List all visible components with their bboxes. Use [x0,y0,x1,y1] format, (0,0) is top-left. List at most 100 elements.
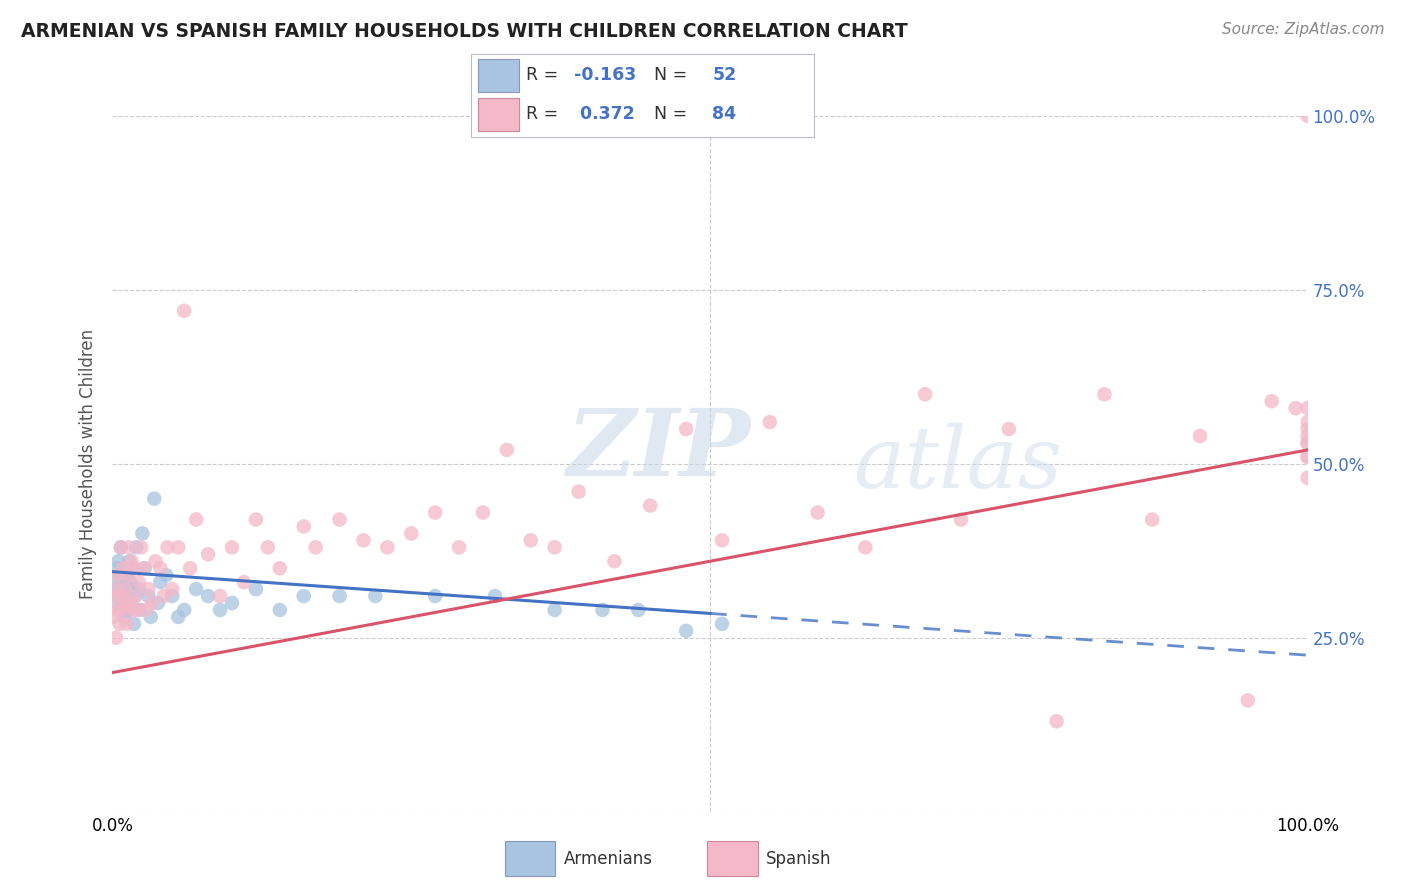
Point [131,526,153,541]
Point [125,603,148,617]
Point [186,582,208,596]
Point [145,554,167,568]
Point [114,596,135,610]
Point [125,541,148,555]
Point [149,575,172,590]
Point [105,596,128,610]
Point [197,589,219,603]
Point [328,512,352,526]
Point [129,603,152,617]
Point [1296,471,1319,485]
Point [425,589,447,603]
Point [304,541,326,555]
Point [1296,109,1319,123]
Point [221,596,243,610]
Point [105,603,128,617]
Point [134,561,156,575]
Point [1296,436,1319,450]
Point [114,610,135,624]
Point [153,589,176,603]
Point [257,541,280,555]
Point [114,582,136,596]
Text: N =: N = [654,105,692,123]
Point [1045,714,1069,729]
Point [138,589,160,603]
Point [118,541,141,555]
Point [245,512,267,526]
Point [1296,401,1319,416]
Point [711,616,734,631]
Point [1296,415,1319,429]
Point [124,589,146,603]
Text: 84: 84 [713,105,737,123]
Text: R =: R = [526,66,564,84]
Point [108,616,131,631]
Text: Source: ZipAtlas.com: Source: ZipAtlas.com [1222,22,1385,37]
Point [675,422,697,436]
Point [447,541,470,555]
Point [129,541,152,555]
Point [149,561,172,575]
Point [146,596,169,610]
Point [1296,436,1319,450]
Point [377,541,399,555]
Point [949,512,972,526]
Text: 0.372: 0.372 [575,105,636,123]
Point [484,589,506,603]
Point [128,582,150,596]
FancyBboxPatch shape [471,54,815,138]
Point [853,541,877,555]
Point [114,596,135,610]
Point [1260,394,1282,409]
Point [269,561,291,575]
Point [110,541,132,555]
Point [543,541,565,555]
Point [114,568,136,582]
Point [173,303,195,318]
Text: Spanish: Spanish [766,849,832,868]
Point [135,603,157,617]
Point [105,631,128,645]
Text: -0.163: -0.163 [575,66,637,84]
Point [245,582,267,596]
Point [167,610,190,624]
Point [173,603,195,617]
Text: R =: R = [526,105,564,123]
Point [627,603,650,617]
Point [104,589,127,603]
Point [208,589,231,603]
Point [124,589,146,603]
Point [105,582,128,596]
Text: ZIP: ZIP [567,405,751,495]
Point [567,484,591,499]
Point [543,603,565,617]
Point [112,561,135,575]
Point [292,519,315,533]
Point [121,554,143,568]
Point [179,561,201,575]
Point [1296,429,1319,443]
Point [1296,422,1319,436]
Point [1140,512,1163,526]
Point [162,582,183,596]
Point [118,554,141,568]
Point [122,561,145,575]
Point [122,616,145,631]
Point [603,554,626,568]
Point [111,582,134,596]
Point [121,582,143,596]
Point [107,554,129,568]
Point [496,442,519,457]
Point [167,541,190,555]
FancyBboxPatch shape [505,841,555,876]
Point [120,575,142,590]
Y-axis label: Family Households with Children: Family Households with Children [79,329,97,599]
Point [111,603,134,617]
Point [998,422,1021,436]
Point [328,589,352,603]
Point [132,561,155,575]
Point [591,603,613,617]
Point [115,589,138,603]
Point [1296,450,1319,464]
Point [186,512,208,526]
